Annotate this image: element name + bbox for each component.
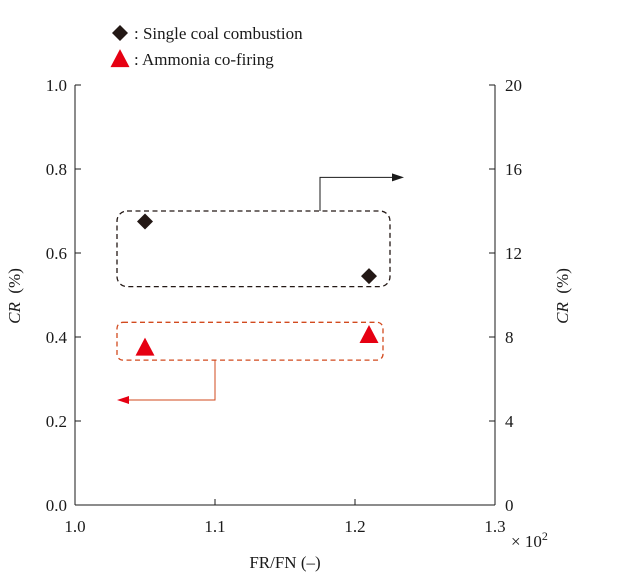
y-left-tick-label: 0.4 (46, 328, 68, 347)
x-tick-label: 1.1 (204, 517, 225, 536)
y-right-tick-label: 0 (505, 496, 514, 515)
x-tick-label: 1.3 (484, 517, 505, 536)
x-axis-multiplier: × 102 (511, 529, 548, 551)
legend-label: : Ammonia co-firing (134, 50, 274, 69)
y-axis-right-label: CR (%) (553, 268, 572, 324)
axes (74, 85, 496, 506)
legend-marker-triangle (110, 49, 130, 68)
data-point-diamond (137, 213, 153, 230)
x-multiplier-base: × 10 (511, 532, 542, 551)
y-right-tick-label: 16 (505, 160, 522, 179)
data-point-diamond (361, 268, 377, 285)
y-left-tick-label: 1.0 (46, 76, 67, 95)
x-tick-label: 1.2 (344, 517, 365, 536)
x-axis-label: FR/FN (–) (249, 553, 320, 572)
arrow-line-left (127, 360, 216, 401)
legend: : Single coal combustion : Ammonia co-fir… (110, 24, 303, 69)
ticks (74, 84, 496, 506)
y-left-label-symbol: CR (5, 302, 24, 324)
data-point-triangle (135, 337, 155, 356)
annotations (116, 173, 404, 404)
y-left-label-unit: (%) (5, 268, 24, 302)
legend-label: : Single coal combustion (134, 24, 303, 43)
y-left-tick-label: 0.8 (46, 160, 67, 179)
arrow-head-right (392, 173, 404, 182)
x-tick-label: 1.0 (64, 517, 85, 536)
y-right-tick-label: 12 (505, 244, 522, 263)
y-right-label-symbol: CR (553, 302, 572, 324)
y-right-tick-label: 20 (505, 76, 522, 95)
x-multiplier-exp: 2 (542, 529, 548, 543)
group-box (116, 321, 384, 361)
y-left-tick-label: 0.0 (46, 496, 67, 515)
y-right-tick-label: 8 (505, 328, 514, 347)
y-right-label-unit: (%) (553, 268, 572, 302)
group-box (116, 210, 391, 288)
y-axis-left-label: CR (%) (5, 268, 24, 324)
y-right-tick-label: 4 (505, 412, 514, 431)
arrow-line-right (319, 176, 394, 211)
y-left-tick-label: 0.6 (46, 244, 67, 263)
data-points (135, 213, 379, 356)
tick-labels: 1.0 1.1 1.2 1.3 0.0 0.2 0.4 0.6 0.8 1.0 0 4 8 12 16 20 (46, 76, 522, 536)
y-left-tick-label: 0.2 (46, 412, 67, 431)
arrow-head-left (117, 396, 129, 404)
legend-marker-diamond (112, 25, 128, 41)
data-point-triangle (359, 324, 379, 344)
